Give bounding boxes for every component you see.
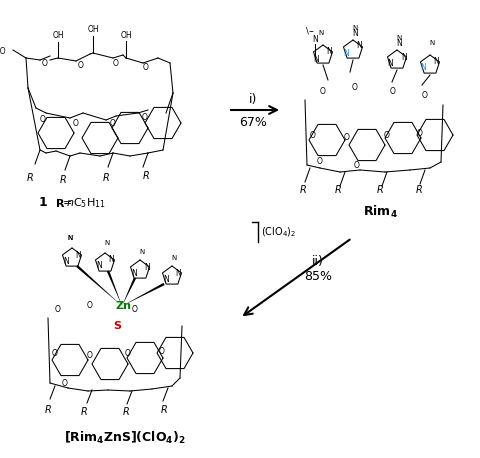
Text: (ClO$_4$)$_2$: (ClO$_4$)$_2$ [261, 225, 296, 239]
Text: ii): ii) [312, 256, 324, 268]
Polygon shape [107, 271, 122, 306]
Polygon shape [122, 283, 165, 306]
Text: O: O [310, 131, 316, 140]
Text: O: O [384, 131, 390, 141]
Text: N: N [96, 262, 102, 271]
Text: O: O [142, 114, 148, 122]
Text: O: O [159, 347, 165, 355]
Text: O: O [125, 349, 131, 358]
Text: HO: HO [0, 48, 6, 56]
Text: =: = [63, 198, 72, 208]
Text: N: N [67, 235, 72, 241]
Text: N: N [396, 35, 402, 41]
Text: –: – [309, 26, 313, 36]
Text: R: R [143, 171, 149, 181]
Text: O: O [42, 60, 48, 69]
Text: R: R [161, 405, 168, 415]
Text: N: N [63, 256, 69, 266]
Text: R: R [81, 407, 87, 417]
Text: N: N [313, 55, 319, 64]
Text: N: N [312, 34, 318, 44]
Text: N: N [67, 235, 72, 241]
Text: O: O [113, 59, 119, 67]
Text: S: S [113, 321, 121, 331]
Text: OH: OH [120, 31, 132, 39]
Text: OH: OH [87, 26, 99, 34]
Text: OH: OH [52, 32, 64, 40]
Text: $n$C$_5$H$_{11}$: $n$C$_5$H$_{11}$ [66, 196, 106, 210]
Text: O: O [352, 83, 358, 93]
Text: N: N [430, 40, 434, 46]
Text: O: O [354, 160, 360, 169]
Text: N: N [144, 262, 150, 272]
Text: R: R [377, 185, 384, 195]
Text: R: R [103, 173, 109, 183]
Text: N: N [433, 56, 439, 65]
Text: R: R [416, 185, 422, 195]
Polygon shape [122, 278, 136, 306]
Text: N: N [326, 48, 332, 56]
Text: $\mathbf{R}$: $\mathbf{R}$ [55, 197, 65, 209]
Text: O: O [55, 305, 61, 315]
Text: 85%: 85% [304, 269, 332, 283]
Text: R: R [45, 405, 51, 415]
Text: O: O [87, 301, 93, 311]
Text: N: N [139, 249, 144, 255]
Text: N: N [104, 240, 109, 246]
Text: $\mathbf{[Rim_4ZnS](ClO_4)_2}$: $\mathbf{[Rim_4ZnS](ClO_4)_2}$ [64, 430, 186, 446]
Text: O: O [390, 87, 396, 97]
Text: i): i) [249, 93, 257, 107]
Text: R: R [26, 173, 34, 183]
Text: N: N [420, 64, 426, 72]
Text: N: N [75, 251, 81, 260]
Text: O: O [143, 64, 149, 72]
Text: Zn: Zn [116, 301, 132, 311]
Text: R: R [60, 175, 66, 185]
Text: O: O [87, 351, 93, 360]
Text: O: O [40, 115, 46, 125]
Text: N: N [171, 255, 177, 261]
Text: O: O [132, 305, 138, 315]
Text: R: R [335, 185, 341, 195]
Text: N: N [396, 39, 402, 49]
Text: N: N [131, 268, 137, 278]
Text: O: O [422, 91, 428, 99]
Polygon shape [76, 265, 122, 306]
Text: N: N [401, 53, 407, 61]
Text: N: N [352, 25, 358, 31]
Text: O: O [78, 61, 84, 71]
Text: N: N [163, 274, 169, 284]
Text: O: O [317, 158, 323, 167]
Text: O: O [344, 133, 350, 142]
Text: R: R [300, 185, 306, 195]
Text: 1: 1 [38, 196, 48, 209]
Text: N: N [352, 29, 358, 38]
Text: N: N [108, 256, 114, 265]
Text: 67%: 67% [239, 115, 267, 129]
Text: O: O [62, 378, 68, 387]
Text: R: R [122, 407, 130, 417]
Text: N: N [175, 268, 181, 278]
Text: O: O [417, 129, 423, 137]
Text: O: O [52, 349, 58, 358]
Text: O: O [73, 119, 79, 127]
Text: N: N [343, 49, 349, 58]
Text: $\backslash$: $\backslash$ [305, 26, 310, 37]
Text: $\mathbf{Rim_4}$: $\mathbf{Rim_4}$ [362, 204, 397, 220]
Text: N: N [387, 59, 393, 67]
Text: N: N [356, 42, 362, 50]
Text: O: O [110, 119, 116, 127]
Text: N: N [318, 30, 324, 36]
Text: O: O [320, 87, 326, 97]
